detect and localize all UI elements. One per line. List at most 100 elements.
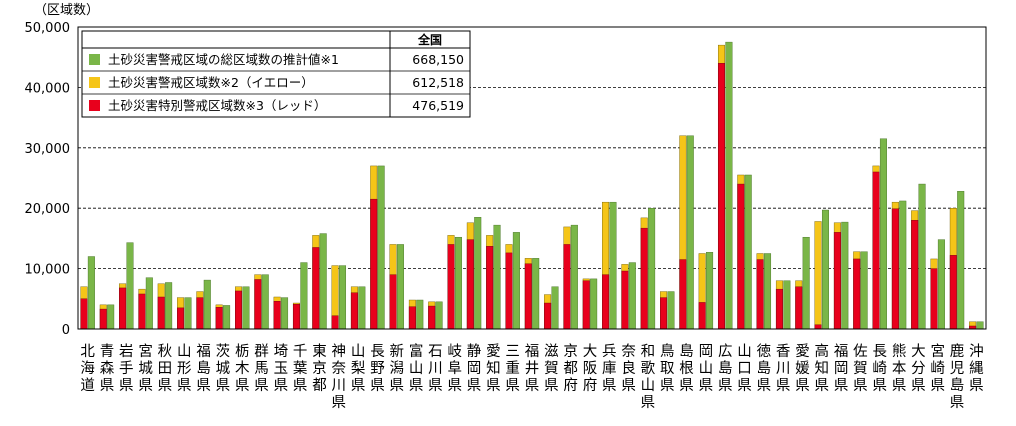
bar-red bbox=[428, 305, 436, 330]
bar-green bbox=[860, 251, 868, 330]
bar-green bbox=[899, 200, 907, 330]
x-category-label: 東京都 bbox=[312, 343, 327, 394]
bar-red bbox=[447, 244, 455, 330]
bar-green bbox=[821, 209, 829, 330]
x-category-label: 滋賀県 bbox=[544, 343, 559, 394]
bar-green bbox=[802, 236, 810, 330]
x-category-label: 鹿児島県 bbox=[950, 343, 965, 411]
bar-red bbox=[717, 63, 725, 330]
x-category-label: 静岡県 bbox=[467, 343, 482, 394]
bar-red bbox=[370, 198, 378, 330]
bar-red bbox=[872, 171, 880, 330]
legend-label: 土砂災害特別警戒区域数※3（レッド） bbox=[108, 98, 326, 113]
bar-red bbox=[891, 208, 899, 330]
bar-green bbox=[300, 262, 308, 330]
x-category-label: 奈良県 bbox=[621, 343, 636, 394]
bar-red bbox=[505, 252, 513, 330]
bar-red bbox=[215, 307, 223, 330]
legend-swatch bbox=[89, 54, 100, 65]
bar-green bbox=[107, 304, 115, 330]
x-category-label: 茨城県 bbox=[216, 343, 231, 394]
bar-red bbox=[80, 298, 88, 330]
y-tick-label: 30,000 bbox=[25, 142, 71, 157]
bar-green bbox=[725, 41, 733, 330]
legend-total: 668,150 bbox=[412, 52, 464, 67]
x-category-label: 京都府 bbox=[563, 343, 578, 394]
bar-red bbox=[582, 280, 590, 330]
bar-green bbox=[87, 256, 95, 330]
legend-label: 土砂災害警戒区域数※2（イエロー） bbox=[108, 75, 314, 90]
bar-red bbox=[486, 246, 494, 330]
bar-red bbox=[563, 244, 571, 330]
x-category-label: 神奈川県 bbox=[332, 343, 347, 411]
bar-green bbox=[628, 262, 636, 330]
x-category-label: 長崎県 bbox=[872, 344, 887, 394]
bars bbox=[80, 41, 984, 330]
bar-green bbox=[358, 286, 366, 330]
x-category-label: 大分県 bbox=[911, 343, 926, 394]
bar-yellow bbox=[814, 221, 822, 330]
bar-green bbox=[957, 191, 965, 330]
plot-frame bbox=[77, 26, 987, 330]
bar-green bbox=[879, 138, 887, 330]
bar-green bbox=[165, 282, 173, 330]
bar-green bbox=[281, 297, 289, 330]
bar-red bbox=[196, 297, 204, 330]
bar-red bbox=[157, 296, 165, 330]
bar-green bbox=[126, 242, 134, 330]
bar-red bbox=[698, 302, 706, 330]
x-category-label: 和歌山県 bbox=[641, 343, 656, 411]
bar-red bbox=[833, 232, 841, 330]
bar-red bbox=[524, 263, 532, 330]
x-category-label: 千葉県 bbox=[293, 343, 308, 394]
x-category-label: 佐賀県 bbox=[853, 343, 868, 394]
bar-green bbox=[532, 258, 540, 330]
bar-red bbox=[853, 258, 861, 330]
y-tick-label: 0 bbox=[62, 323, 70, 338]
bar-red bbox=[737, 183, 745, 330]
bar-green bbox=[590, 278, 598, 330]
x-category-label: 栃木県 bbox=[235, 343, 250, 394]
x-category-label: 島根県 bbox=[679, 343, 694, 394]
x-category-label: 富山県 bbox=[409, 342, 424, 394]
x-category-label: 北海道 bbox=[80, 343, 95, 394]
bar-red bbox=[756, 259, 764, 330]
bar-green bbox=[783, 280, 791, 330]
bar-green bbox=[145, 277, 153, 330]
bar-green bbox=[551, 286, 559, 330]
bar-red bbox=[350, 292, 358, 330]
x-category-label: 山梨県 bbox=[351, 343, 366, 394]
bar-red bbox=[660, 297, 668, 330]
bar-red bbox=[408, 306, 416, 330]
x-category-label: 愛媛県 bbox=[795, 343, 810, 394]
bar-red bbox=[177, 307, 185, 330]
bar-red bbox=[621, 270, 629, 330]
x-category-label: 青森県 bbox=[100, 343, 115, 394]
x-category-label: 熊本県 bbox=[892, 343, 907, 394]
x-category-label: 鳥取県 bbox=[660, 343, 675, 394]
x-category-label: 広島県 bbox=[718, 343, 733, 394]
x-category-label: 山形県 bbox=[177, 343, 192, 394]
bar-green bbox=[242, 286, 250, 330]
legend-swatch bbox=[89, 100, 100, 111]
bar-green bbox=[396, 244, 404, 330]
bar-green bbox=[744, 174, 752, 330]
bar-red bbox=[930, 268, 938, 330]
x-category-label: 宮崎県 bbox=[930, 343, 945, 394]
bar-red bbox=[138, 293, 146, 330]
y-axis-ticks: 0 10,000 20,000 30,000 40,000 50,000 bbox=[25, 21, 71, 338]
bar-green bbox=[223, 305, 231, 330]
bar-red bbox=[235, 290, 243, 330]
bar-green bbox=[377, 165, 385, 330]
x-category-label: 埼玉県 bbox=[274, 343, 289, 394]
x-category-label: 沖縄県 bbox=[969, 343, 984, 394]
bar-green bbox=[686, 135, 694, 330]
x-category-label: 山口県 bbox=[737, 343, 752, 394]
axes bbox=[77, 26, 987, 330]
bar-green bbox=[918, 183, 926, 330]
bar-green bbox=[667, 291, 675, 330]
bar-green bbox=[184, 297, 192, 330]
bar-green bbox=[764, 253, 772, 330]
x-category-label: 石川県 bbox=[428, 344, 443, 394]
